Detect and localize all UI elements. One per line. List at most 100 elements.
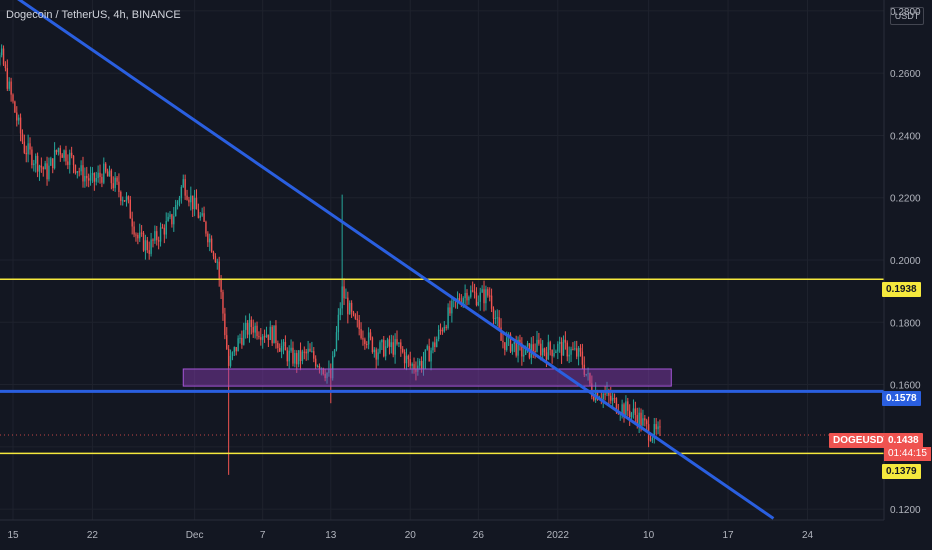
candle-body: [84, 176, 85, 182]
candle-body: [544, 348, 545, 352]
candle-body: [173, 216, 174, 224]
candle-body: [394, 339, 395, 355]
candle-body: [18, 118, 19, 121]
candle-body: [220, 278, 221, 292]
candle-body: [52, 158, 53, 168]
time-tick-label: 2022: [547, 530, 570, 541]
price-tick-label: 0.2400: [890, 131, 921, 142]
candle-body: [186, 196, 187, 200]
candle-body: [82, 165, 83, 181]
candle-body: [472, 290, 473, 291]
candle-body: [393, 342, 394, 354]
candle-body: [58, 148, 59, 152]
candle-body: [226, 335, 227, 349]
candle-body: [109, 170, 110, 176]
candle-body: [39, 166, 40, 172]
candle-body: [349, 303, 350, 314]
candle-body: [50, 158, 51, 165]
candle-body: [563, 340, 564, 356]
candle-body: [60, 148, 61, 154]
candle-body: [502, 341, 503, 342]
candle-body: [550, 342, 551, 350]
candle-body: [489, 296, 490, 297]
candle-body: [340, 308, 341, 314]
candle-body: [652, 438, 653, 441]
candle-body: [56, 150, 57, 152]
candle-body: [370, 332, 371, 337]
candle-body: [80, 165, 81, 171]
candle-body: [152, 240, 153, 241]
time-tick-label: 13: [325, 530, 337, 541]
candle-body: [436, 339, 437, 347]
candle-body: [128, 196, 129, 199]
candle-body: [400, 342, 401, 348]
candle-body: [430, 350, 431, 361]
candle-body: [345, 298, 346, 299]
candle-body: [94, 173, 95, 182]
candle-body: [603, 394, 604, 400]
candle-body: [538, 340, 539, 344]
candle-body: [196, 198, 197, 210]
candle-body: [447, 307, 448, 328]
price-tick-label: 0.1600: [890, 381, 921, 392]
candle-body: [179, 198, 180, 201]
candle-body: [376, 350, 377, 360]
candle-body: [260, 337, 261, 340]
candle-body: [640, 413, 641, 426]
candle-body: [504, 342, 505, 350]
candle-body: [497, 317, 498, 318]
candle-body: [67, 161, 68, 164]
candle-body: [114, 178, 115, 189]
candle-body: [279, 348, 280, 352]
candle-body: [103, 164, 104, 183]
candle-body: [31, 150, 32, 166]
candle-body: [7, 68, 8, 89]
candle-body: [135, 235, 136, 236]
candle-body: [207, 234, 208, 243]
candle-body: [3, 49, 4, 65]
candle-body: [139, 233, 140, 239]
candle-body: [192, 196, 193, 210]
candle-body: [164, 228, 165, 235]
candle-body: [580, 348, 581, 352]
candle-body: [527, 343, 528, 346]
candle-body: [434, 342, 435, 347]
candle-body: [506, 337, 507, 349]
candle-body: [381, 340, 382, 342]
candle-body: [162, 227, 163, 228]
candle-body: [141, 233, 142, 234]
candle-body: [498, 317, 499, 327]
candle-body: [404, 352, 405, 363]
candle-body: [315, 359, 316, 367]
candle-body: [627, 401, 628, 410]
candle-body: [249, 320, 250, 335]
candle-body: [126, 196, 127, 201]
candle-body: [614, 398, 615, 399]
candle-body: [239, 338, 240, 339]
candle-body: [311, 351, 312, 352]
candle-body: [213, 252, 214, 256]
candle-body: [309, 349, 310, 352]
candle-body: [476, 293, 477, 305]
candle-body: [449, 307, 450, 313]
candle-body: [262, 336, 263, 340]
candle-body: [190, 196, 191, 203]
candle-body: [143, 233, 144, 251]
candle-body: [1, 49, 2, 56]
candle-body: [646, 420, 647, 424]
price-tick-label: 0.1800: [890, 318, 921, 329]
candle-body: [281, 346, 282, 352]
currency-selector[interactable]: USDT: [890, 7, 924, 25]
candle-body: [247, 323, 248, 335]
candle-body: [188, 200, 189, 203]
candle-body: [245, 323, 246, 330]
candle-body: [69, 153, 70, 165]
candle-body: [313, 351, 314, 359]
candle-body: [133, 226, 134, 234]
candle-body: [288, 351, 289, 362]
candle-body: [215, 256, 216, 262]
candle-body: [374, 350, 375, 353]
candle-body: [26, 153, 27, 154]
candle-body: [292, 348, 293, 364]
